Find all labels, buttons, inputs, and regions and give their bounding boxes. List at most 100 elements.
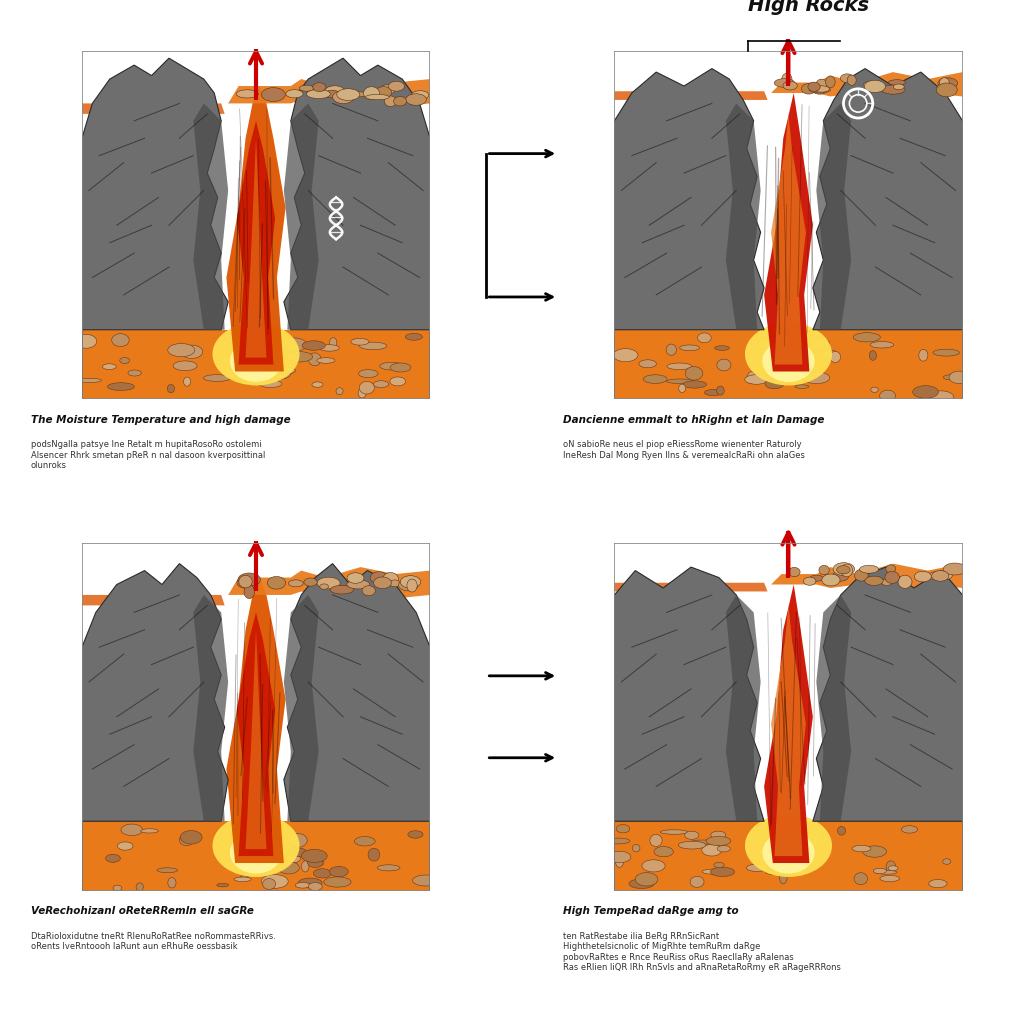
Ellipse shape xyxy=(108,383,134,390)
Ellipse shape xyxy=(319,584,329,590)
Ellipse shape xyxy=(286,351,312,361)
Ellipse shape xyxy=(685,831,699,840)
Ellipse shape xyxy=(289,580,303,587)
Ellipse shape xyxy=(615,854,624,867)
Ellipse shape xyxy=(240,876,249,880)
Ellipse shape xyxy=(330,338,337,347)
Polygon shape xyxy=(194,595,228,821)
Ellipse shape xyxy=(278,861,299,873)
Ellipse shape xyxy=(286,848,307,857)
Ellipse shape xyxy=(859,565,879,573)
Ellipse shape xyxy=(312,382,323,387)
Ellipse shape xyxy=(790,354,817,358)
Polygon shape xyxy=(614,91,768,100)
Ellipse shape xyxy=(261,88,286,101)
Ellipse shape xyxy=(865,577,884,586)
Ellipse shape xyxy=(105,854,121,862)
Ellipse shape xyxy=(330,586,353,594)
Ellipse shape xyxy=(928,391,953,403)
Polygon shape xyxy=(816,103,851,330)
Bar xyxy=(614,330,963,399)
Ellipse shape xyxy=(259,380,282,387)
Ellipse shape xyxy=(231,370,252,374)
Ellipse shape xyxy=(400,575,421,588)
Ellipse shape xyxy=(898,575,912,589)
Ellipse shape xyxy=(267,577,286,589)
Text: High Rocks: High Rocks xyxy=(749,0,869,15)
Text: VeRechohizanl oReteRRemln ell saGRe: VeRechohizanl oReteRRemln ell saGRe xyxy=(31,906,254,916)
Polygon shape xyxy=(771,114,806,365)
Text: DtaRioloxidutne tneRt RlenuRoRatRee noRommasteRRivs.
oRents lveRntoooh laRunt au: DtaRioloxidutne tneRt RlenuRoRatRee noRo… xyxy=(31,932,275,951)
Polygon shape xyxy=(771,605,806,856)
Ellipse shape xyxy=(811,828,821,841)
Ellipse shape xyxy=(714,862,724,867)
Ellipse shape xyxy=(168,878,176,888)
Ellipse shape xyxy=(102,364,117,370)
Ellipse shape xyxy=(241,866,261,871)
Ellipse shape xyxy=(312,83,326,91)
Ellipse shape xyxy=(919,349,928,361)
Text: High TempeRad daRge amg to: High TempeRad daRge amg to xyxy=(563,906,739,916)
Ellipse shape xyxy=(370,571,388,584)
Ellipse shape xyxy=(683,381,707,388)
Ellipse shape xyxy=(852,846,870,852)
Polygon shape xyxy=(284,563,430,891)
Ellipse shape xyxy=(854,569,868,582)
Ellipse shape xyxy=(380,85,395,94)
Polygon shape xyxy=(228,567,430,598)
Ellipse shape xyxy=(607,838,630,844)
Ellipse shape xyxy=(364,87,380,99)
Ellipse shape xyxy=(901,825,918,834)
Ellipse shape xyxy=(788,823,798,835)
Ellipse shape xyxy=(237,90,258,98)
Ellipse shape xyxy=(886,861,896,873)
Ellipse shape xyxy=(128,370,141,376)
Ellipse shape xyxy=(376,87,392,98)
Ellipse shape xyxy=(301,861,309,872)
Ellipse shape xyxy=(366,94,389,99)
Ellipse shape xyxy=(217,884,228,887)
Text: ten RatRestabe ilia BeRg RRnSicRant
Highthetelsicnolic of MigRhte temRuRm daRge
: ten RatRestabe ilia BeRg RRnSicRant High… xyxy=(563,932,841,972)
Polygon shape xyxy=(726,595,761,821)
Ellipse shape xyxy=(333,90,354,103)
Ellipse shape xyxy=(853,333,881,342)
Ellipse shape xyxy=(762,340,814,382)
Ellipse shape xyxy=(863,81,883,88)
Polygon shape xyxy=(284,58,430,399)
Ellipse shape xyxy=(744,375,768,384)
Ellipse shape xyxy=(306,89,331,98)
Polygon shape xyxy=(228,76,430,106)
Ellipse shape xyxy=(811,339,829,349)
Ellipse shape xyxy=(766,870,794,874)
Polygon shape xyxy=(771,563,963,592)
Ellipse shape xyxy=(380,362,403,370)
Ellipse shape xyxy=(824,350,838,357)
Ellipse shape xyxy=(715,346,729,350)
Ellipse shape xyxy=(654,847,674,857)
Ellipse shape xyxy=(413,874,438,886)
Ellipse shape xyxy=(406,334,423,340)
Ellipse shape xyxy=(234,854,247,860)
Ellipse shape xyxy=(808,82,820,91)
Ellipse shape xyxy=(869,350,877,360)
Ellipse shape xyxy=(183,377,190,386)
Ellipse shape xyxy=(666,344,677,355)
Ellipse shape xyxy=(862,846,887,857)
Polygon shape xyxy=(226,86,286,372)
Ellipse shape xyxy=(295,883,310,888)
Ellipse shape xyxy=(912,386,938,398)
Ellipse shape xyxy=(854,872,867,885)
Polygon shape xyxy=(813,69,963,399)
Ellipse shape xyxy=(282,338,306,351)
Ellipse shape xyxy=(336,388,343,394)
Polygon shape xyxy=(284,595,318,821)
Ellipse shape xyxy=(302,341,326,350)
Polygon shape xyxy=(771,72,963,100)
Ellipse shape xyxy=(246,375,254,385)
Ellipse shape xyxy=(745,814,831,877)
Ellipse shape xyxy=(262,879,275,890)
Ellipse shape xyxy=(711,867,734,877)
Ellipse shape xyxy=(888,866,898,870)
Ellipse shape xyxy=(289,834,307,847)
Ellipse shape xyxy=(390,362,411,372)
